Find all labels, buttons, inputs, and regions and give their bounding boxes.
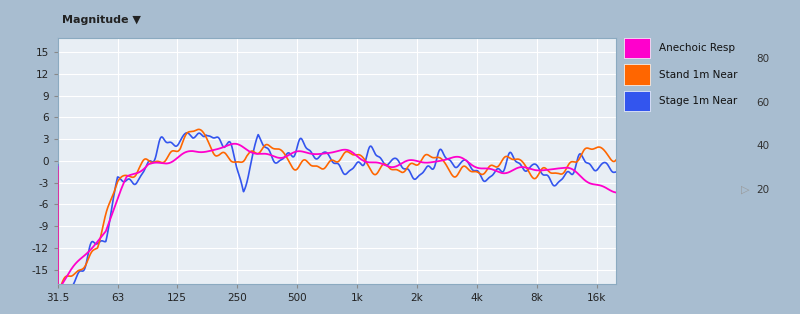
Text: Anechoic Resp: Anechoic Resp bbox=[659, 43, 735, 53]
Text: Magnitude ▼: Magnitude ▼ bbox=[62, 15, 141, 25]
Text: Stand 1m Near: Stand 1m Near bbox=[659, 70, 738, 79]
Text: 40: 40 bbox=[756, 141, 769, 151]
Text: 80: 80 bbox=[756, 54, 769, 64]
Text: 60: 60 bbox=[756, 98, 769, 108]
Text: Stage 1m Near: Stage 1m Near bbox=[659, 96, 738, 106]
Text: ▷: ▷ bbox=[742, 185, 750, 195]
Text: 20: 20 bbox=[756, 185, 769, 195]
